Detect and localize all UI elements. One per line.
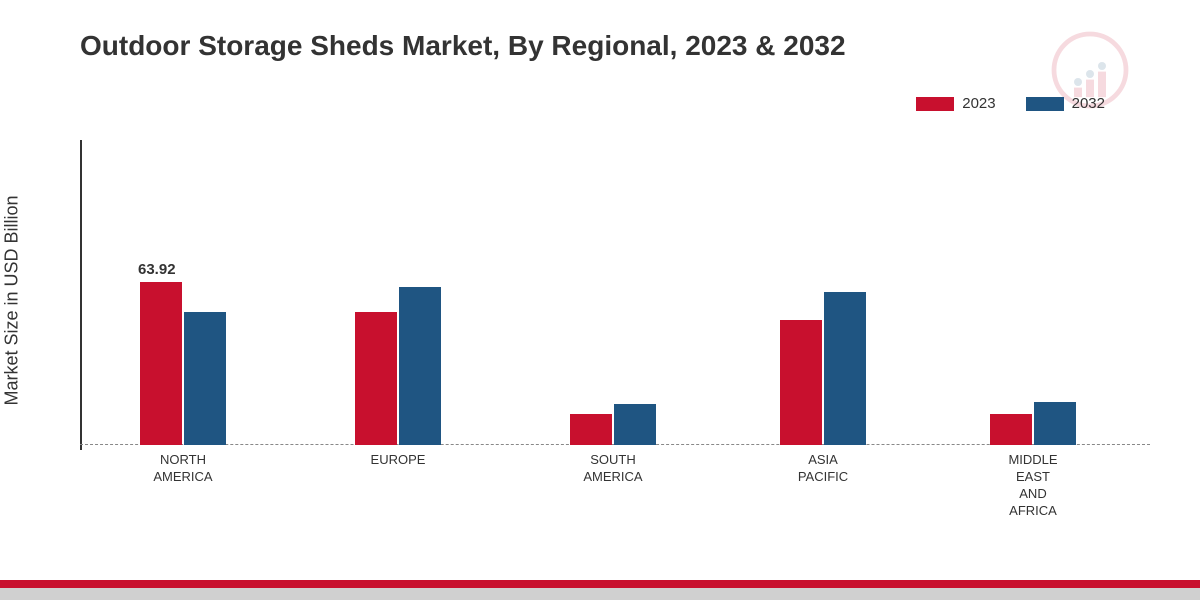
- x-axis-category-label: ASIAPACIFIC: [773, 452, 873, 486]
- legend-item-2032: 2032: [1026, 95, 1105, 112]
- legend-swatch: [916, 97, 954, 111]
- bar: [399, 287, 441, 445]
- bar: [824, 292, 866, 445]
- chart-plot-area: 63.92: [80, 145, 1150, 445]
- bar-value-label: 63.92: [138, 261, 176, 278]
- x-axis-category-label: NORTHAMERICA: [133, 452, 233, 486]
- bar-group: 63.92: [140, 282, 226, 445]
- bar: [614, 404, 656, 445]
- x-axis-category-label: EUROPE: [348, 452, 448, 469]
- bar-group: [355, 287, 441, 445]
- x-axis-category-label: MIDDLEEASTANDAFRICA: [983, 452, 1083, 520]
- bar-group: [990, 402, 1076, 445]
- legend-swatch: [1026, 97, 1064, 111]
- bar: [780, 320, 822, 445]
- bar: [1034, 402, 1076, 445]
- chart-title: Outdoor Storage Sheds Market, By Regiona…: [80, 30, 846, 62]
- y-axis-line: [80, 140, 82, 450]
- y-axis-label: Market Size in USD Billion: [2, 195, 23, 405]
- chart-legend: 2023 2032: [916, 95, 1105, 112]
- bar: [570, 414, 612, 445]
- legend-label: 2032: [1072, 95, 1105, 112]
- footer-accent-bar: [0, 580, 1200, 588]
- bar-group: [780, 292, 866, 445]
- bar: [355, 312, 397, 445]
- bar-group: [570, 404, 656, 445]
- legend-item-2023: 2023: [916, 95, 995, 112]
- footer-base-bar: [0, 588, 1200, 600]
- legend-label: 2023: [962, 95, 995, 112]
- x-axis-category-label: SOUTHAMERICA: [563, 452, 663, 486]
- bar: [990, 414, 1032, 445]
- bar: [184, 312, 226, 445]
- bar: [140, 282, 182, 445]
